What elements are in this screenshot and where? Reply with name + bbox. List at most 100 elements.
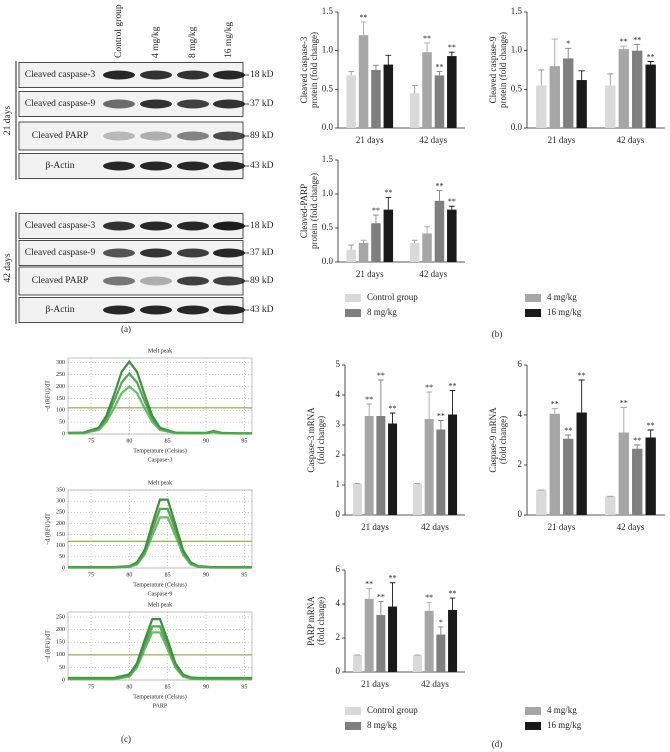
size-label: 43 kD [250, 305, 274, 315]
x-tick-label: 42 days [617, 135, 645, 145]
chart-caption: Caspase-3 [148, 457, 173, 463]
y-tick-label: 100 [56, 652, 65, 658]
x-tick-label: 75 [88, 438, 94, 444]
size-label: 89 kD [250, 276, 274, 286]
bar [447, 209, 457, 262]
y-tick-label: 2 [518, 459, 523, 469]
bar [412, 655, 422, 672]
error-bar [373, 214, 379, 224]
band [103, 248, 135, 258]
significance: ** [360, 13, 368, 22]
chart-title: Melt peak [148, 348, 172, 354]
band [103, 99, 135, 109]
error-bar [634, 444, 641, 449]
error-bar [551, 38, 558, 67]
x-tick-label: 90 [203, 438, 209, 444]
y-tick-label: 0 [62, 677, 65, 683]
y-tick-label: 200 [56, 384, 65, 390]
bar [645, 437, 656, 515]
error-bar [366, 403, 372, 416]
error-bar [348, 244, 355, 250]
band [103, 305, 135, 315]
error-bar [565, 47, 572, 59]
y-axis-label: Cleaved caspase-3 [299, 36, 309, 103]
significance: ** [365, 580, 373, 589]
error-bar [426, 601, 432, 611]
bar [422, 233, 432, 262]
significance: ** [384, 188, 392, 197]
x-axis-label: Temperature (Celsius) [133, 693, 186, 700]
y-tick-label: 50 [59, 554, 65, 560]
chart-caption: Caspase-9 [148, 591, 173, 597]
band [140, 248, 172, 258]
bar [346, 75, 356, 128]
size-label: 18 kD [250, 70, 274, 80]
bar [358, 35, 369, 129]
significance: ** [449, 589, 457, 598]
y-tick-label: 150 [56, 640, 65, 646]
significance: ** [551, 400, 559, 409]
band [140, 161, 172, 171]
error-bar [426, 391, 432, 419]
x-tick-label: 95 [241, 684, 247, 690]
bar [383, 209, 394, 262]
bar [549, 66, 560, 128]
band [103, 131, 135, 141]
significance: ** [365, 395, 373, 404]
y-axis-label: (fold change) [316, 416, 326, 464]
panel-label: (d) [492, 739, 503, 749]
y-tick-label: 100 [56, 408, 65, 414]
chart-title: Melt peak [148, 480, 172, 486]
size-label: 37 kD [250, 248, 274, 258]
error-bar [634, 44, 641, 51]
legend-swatch [345, 294, 361, 302]
significance: ** [389, 574, 397, 583]
lane-label: Control group [114, 4, 124, 58]
legend-swatch [345, 707, 361, 715]
x-tick-label: 90 [203, 684, 209, 690]
bar [383, 64, 394, 128]
legend-label: 4 mg/kg [547, 292, 577, 302]
significance: ** [564, 426, 572, 435]
band [140, 221, 172, 231]
significance: ** [389, 404, 397, 413]
error-bar [389, 582, 396, 607]
melt-curve [68, 516, 252, 569]
band [177, 305, 209, 315]
y-axis-label: protein (fold change) [498, 32, 508, 108]
significance: ** [449, 381, 457, 390]
x-tick-label: 21 days [361, 522, 389, 532]
bar [563, 438, 574, 515]
band [103, 276, 135, 286]
y-axis-label: Cleaved-PARP [299, 184, 309, 238]
bar [536, 85, 547, 128]
x-tick-label: 95 [241, 572, 247, 578]
band [140, 276, 172, 286]
bar [424, 419, 434, 515]
significance: ** [423, 34, 431, 43]
significance: ** [633, 436, 641, 445]
x-tick-label: 42 days [419, 135, 447, 145]
legend-label: Control group [367, 705, 418, 715]
error-bar [389, 412, 396, 424]
band [177, 221, 209, 231]
x-tick-label: 42 days [421, 679, 449, 689]
error-bar [411, 85, 418, 94]
error-bar [449, 597, 456, 610]
error-bar [620, 407, 627, 433]
band [213, 70, 245, 80]
size-label: 18 kD [250, 221, 274, 231]
band [140, 70, 172, 80]
x-tick-label: 85 [165, 684, 171, 690]
legend-label: 8 mg/kg [367, 307, 397, 317]
legend-swatch [345, 309, 361, 317]
y-axis-label: PARP mRNA [306, 596, 316, 646]
size-label: 89 kD [250, 131, 274, 141]
significance: ** [435, 62, 443, 71]
bar [364, 416, 374, 515]
x-tick-label: 85 [165, 572, 171, 578]
y-axis-label: −d (RFU)/dT [44, 513, 51, 545]
bar [576, 80, 587, 128]
lane-label: 8 mg/kg [188, 26, 198, 58]
x-tick-label: 80 [126, 438, 132, 444]
